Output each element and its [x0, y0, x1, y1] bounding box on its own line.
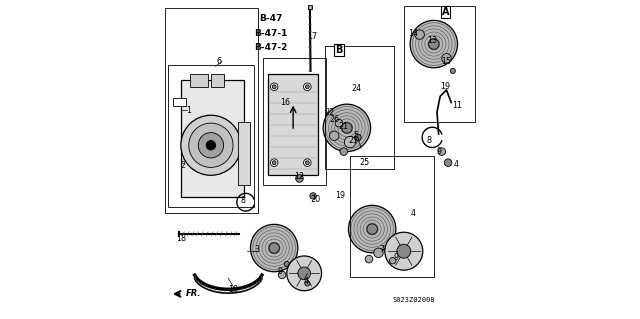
Text: 16: 16	[280, 98, 290, 107]
Text: B: B	[335, 45, 342, 56]
Text: 5: 5	[354, 131, 359, 140]
Text: 21: 21	[339, 122, 349, 131]
Text: 9: 9	[394, 253, 399, 262]
Text: 15: 15	[442, 57, 452, 66]
Text: 4: 4	[303, 277, 308, 286]
Text: 4: 4	[411, 209, 416, 218]
Circle shape	[305, 281, 310, 286]
Circle shape	[303, 83, 311, 91]
Circle shape	[305, 85, 309, 89]
Polygon shape	[263, 58, 326, 185]
Text: 8: 8	[240, 196, 245, 205]
Polygon shape	[181, 80, 244, 197]
Text: 1: 1	[186, 106, 191, 115]
Circle shape	[287, 256, 321, 291]
Circle shape	[342, 123, 352, 133]
Text: 9: 9	[278, 267, 283, 276]
Bar	[350, 156, 434, 277]
Text: 23: 23	[348, 136, 358, 145]
Circle shape	[340, 148, 348, 155]
Circle shape	[189, 123, 233, 167]
Text: 19: 19	[335, 191, 346, 200]
Circle shape	[272, 85, 276, 89]
Text: B-47-2: B-47-2	[254, 43, 287, 52]
Circle shape	[385, 232, 423, 270]
Text: 8: 8	[427, 136, 431, 145]
Circle shape	[298, 267, 310, 280]
Circle shape	[181, 115, 241, 175]
Text: FR.: FR.	[186, 289, 201, 298]
Circle shape	[323, 104, 371, 152]
Text: 10: 10	[228, 285, 238, 294]
Bar	[308, 4, 312, 9]
Text: 20: 20	[310, 195, 320, 204]
Text: 4: 4	[454, 160, 458, 169]
Text: 11: 11	[452, 101, 463, 110]
Bar	[173, 98, 186, 106]
Circle shape	[390, 257, 396, 264]
Circle shape	[198, 133, 223, 158]
Bar	[165, 8, 259, 213]
Circle shape	[397, 244, 411, 258]
Text: S023Z02008: S023Z02008	[393, 297, 435, 303]
Circle shape	[270, 83, 278, 91]
Text: 24: 24	[351, 84, 362, 93]
Text: 9: 9	[436, 147, 441, 156]
Text: B-47-1: B-47-1	[254, 28, 287, 38]
Circle shape	[270, 159, 278, 167]
Circle shape	[272, 161, 276, 165]
Circle shape	[355, 134, 361, 141]
Text: 7: 7	[379, 245, 384, 254]
Circle shape	[442, 54, 451, 63]
Text: 13: 13	[428, 36, 437, 45]
Circle shape	[410, 20, 458, 68]
Text: A: A	[442, 7, 449, 18]
Polygon shape	[238, 122, 250, 185]
Text: B-47: B-47	[259, 14, 283, 23]
Bar	[404, 6, 475, 122]
Circle shape	[344, 137, 356, 148]
Bar	[268, 74, 319, 175]
Text: 26: 26	[329, 115, 339, 124]
Text: 17: 17	[307, 32, 317, 41]
Circle shape	[250, 224, 298, 272]
Circle shape	[303, 159, 311, 167]
Circle shape	[365, 255, 373, 263]
Text: 25: 25	[359, 158, 369, 167]
Circle shape	[348, 205, 396, 253]
Text: 3: 3	[254, 245, 259, 254]
Bar	[324, 46, 394, 169]
Circle shape	[367, 224, 378, 234]
Text: 2: 2	[180, 161, 185, 170]
Circle shape	[206, 141, 216, 150]
Bar	[168, 65, 253, 207]
Circle shape	[284, 261, 289, 266]
Circle shape	[278, 271, 286, 279]
Circle shape	[451, 69, 455, 73]
Circle shape	[444, 159, 452, 167]
Text: 12: 12	[294, 172, 305, 182]
Circle shape	[305, 161, 309, 165]
Circle shape	[330, 131, 339, 141]
Circle shape	[415, 30, 424, 39]
Text: 18: 18	[176, 234, 186, 243]
Bar	[190, 74, 208, 87]
Circle shape	[269, 243, 280, 253]
Circle shape	[438, 148, 445, 155]
Text: 14: 14	[408, 28, 419, 38]
Circle shape	[310, 193, 316, 199]
Text: 19: 19	[440, 82, 450, 91]
Text: 6: 6	[216, 57, 221, 66]
Bar	[211, 74, 223, 87]
Circle shape	[429, 39, 439, 49]
Circle shape	[335, 119, 343, 127]
Circle shape	[296, 175, 303, 182]
Circle shape	[374, 248, 383, 257]
Text: 22: 22	[324, 108, 335, 116]
